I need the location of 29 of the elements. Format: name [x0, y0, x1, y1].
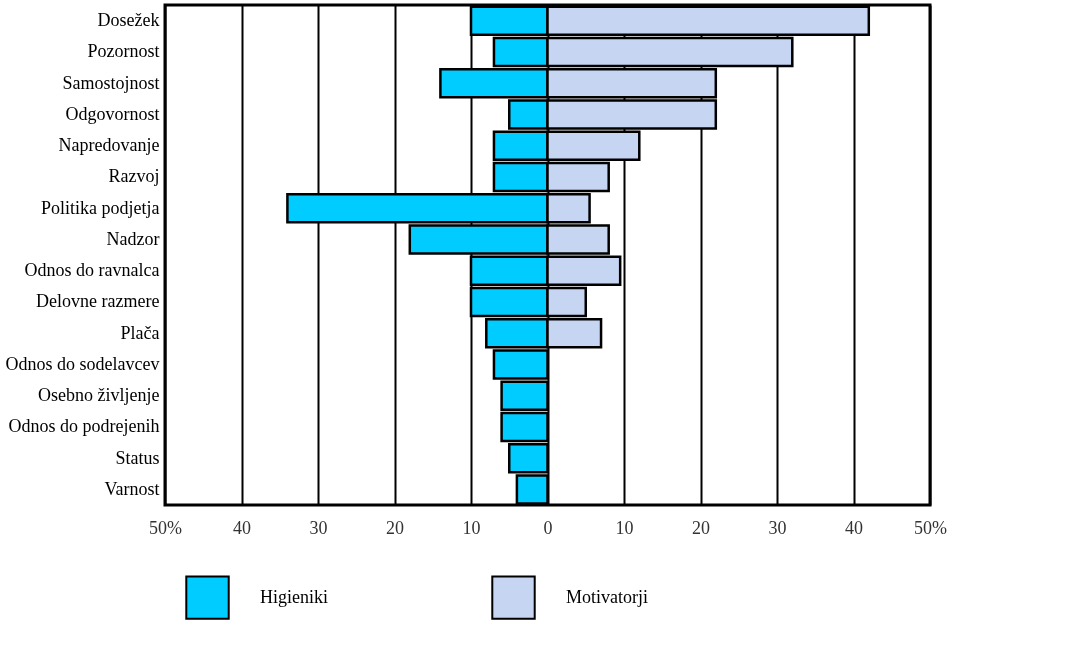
- y-tick-label: Politika podjetja: [41, 197, 160, 218]
- y-tick-label: Nadzor: [106, 228, 160, 249]
- y-tick-label: Varnost: [104, 478, 160, 499]
- y-tick-label: Napredovanje: [58, 135, 160, 156]
- x-tick-label: 30: [768, 517, 787, 538]
- y-tick-label: Pozornost: [87, 41, 160, 62]
- legend-label: Motivatorji: [566, 586, 648, 607]
- x-tick-label: 30: [309, 517, 328, 538]
- y-tick-label: Status: [115, 447, 160, 468]
- y-tick-label: Odnos do sodelavcev: [5, 353, 160, 374]
- x-tick-label: 40: [233, 517, 251, 538]
- x-tick-label: 10: [615, 517, 634, 538]
- y-tick-label: Odnos do podrejenih: [8, 416, 160, 437]
- y-tick-label: Odnos do ravnalca: [24, 260, 160, 281]
- x-tick-label: 40: [845, 517, 863, 538]
- x-tick-label: 10: [462, 517, 481, 538]
- y-tick-label: Odgovornost: [65, 103, 160, 124]
- x-tick-label: 50%: [914, 517, 947, 538]
- y-tick-label: Razvoj: [108, 166, 160, 187]
- y-tick-label: Osebno življenje: [38, 385, 160, 406]
- y-tick-label: Plača: [120, 322, 160, 343]
- y-tick-label: Delovne razmere: [36, 291, 160, 312]
- y-tick-label: Dosežek: [97, 10, 160, 31]
- x-tick-label: 0: [543, 517, 553, 538]
- y-tick-label: Samostojnost: [62, 72, 160, 93]
- x-tick-label: 50%: [149, 517, 182, 538]
- x-tick-label: 20: [692, 517, 710, 538]
- legend-label: Higieniki: [260, 586, 328, 607]
- x-tick-label: 20: [386, 517, 404, 538]
